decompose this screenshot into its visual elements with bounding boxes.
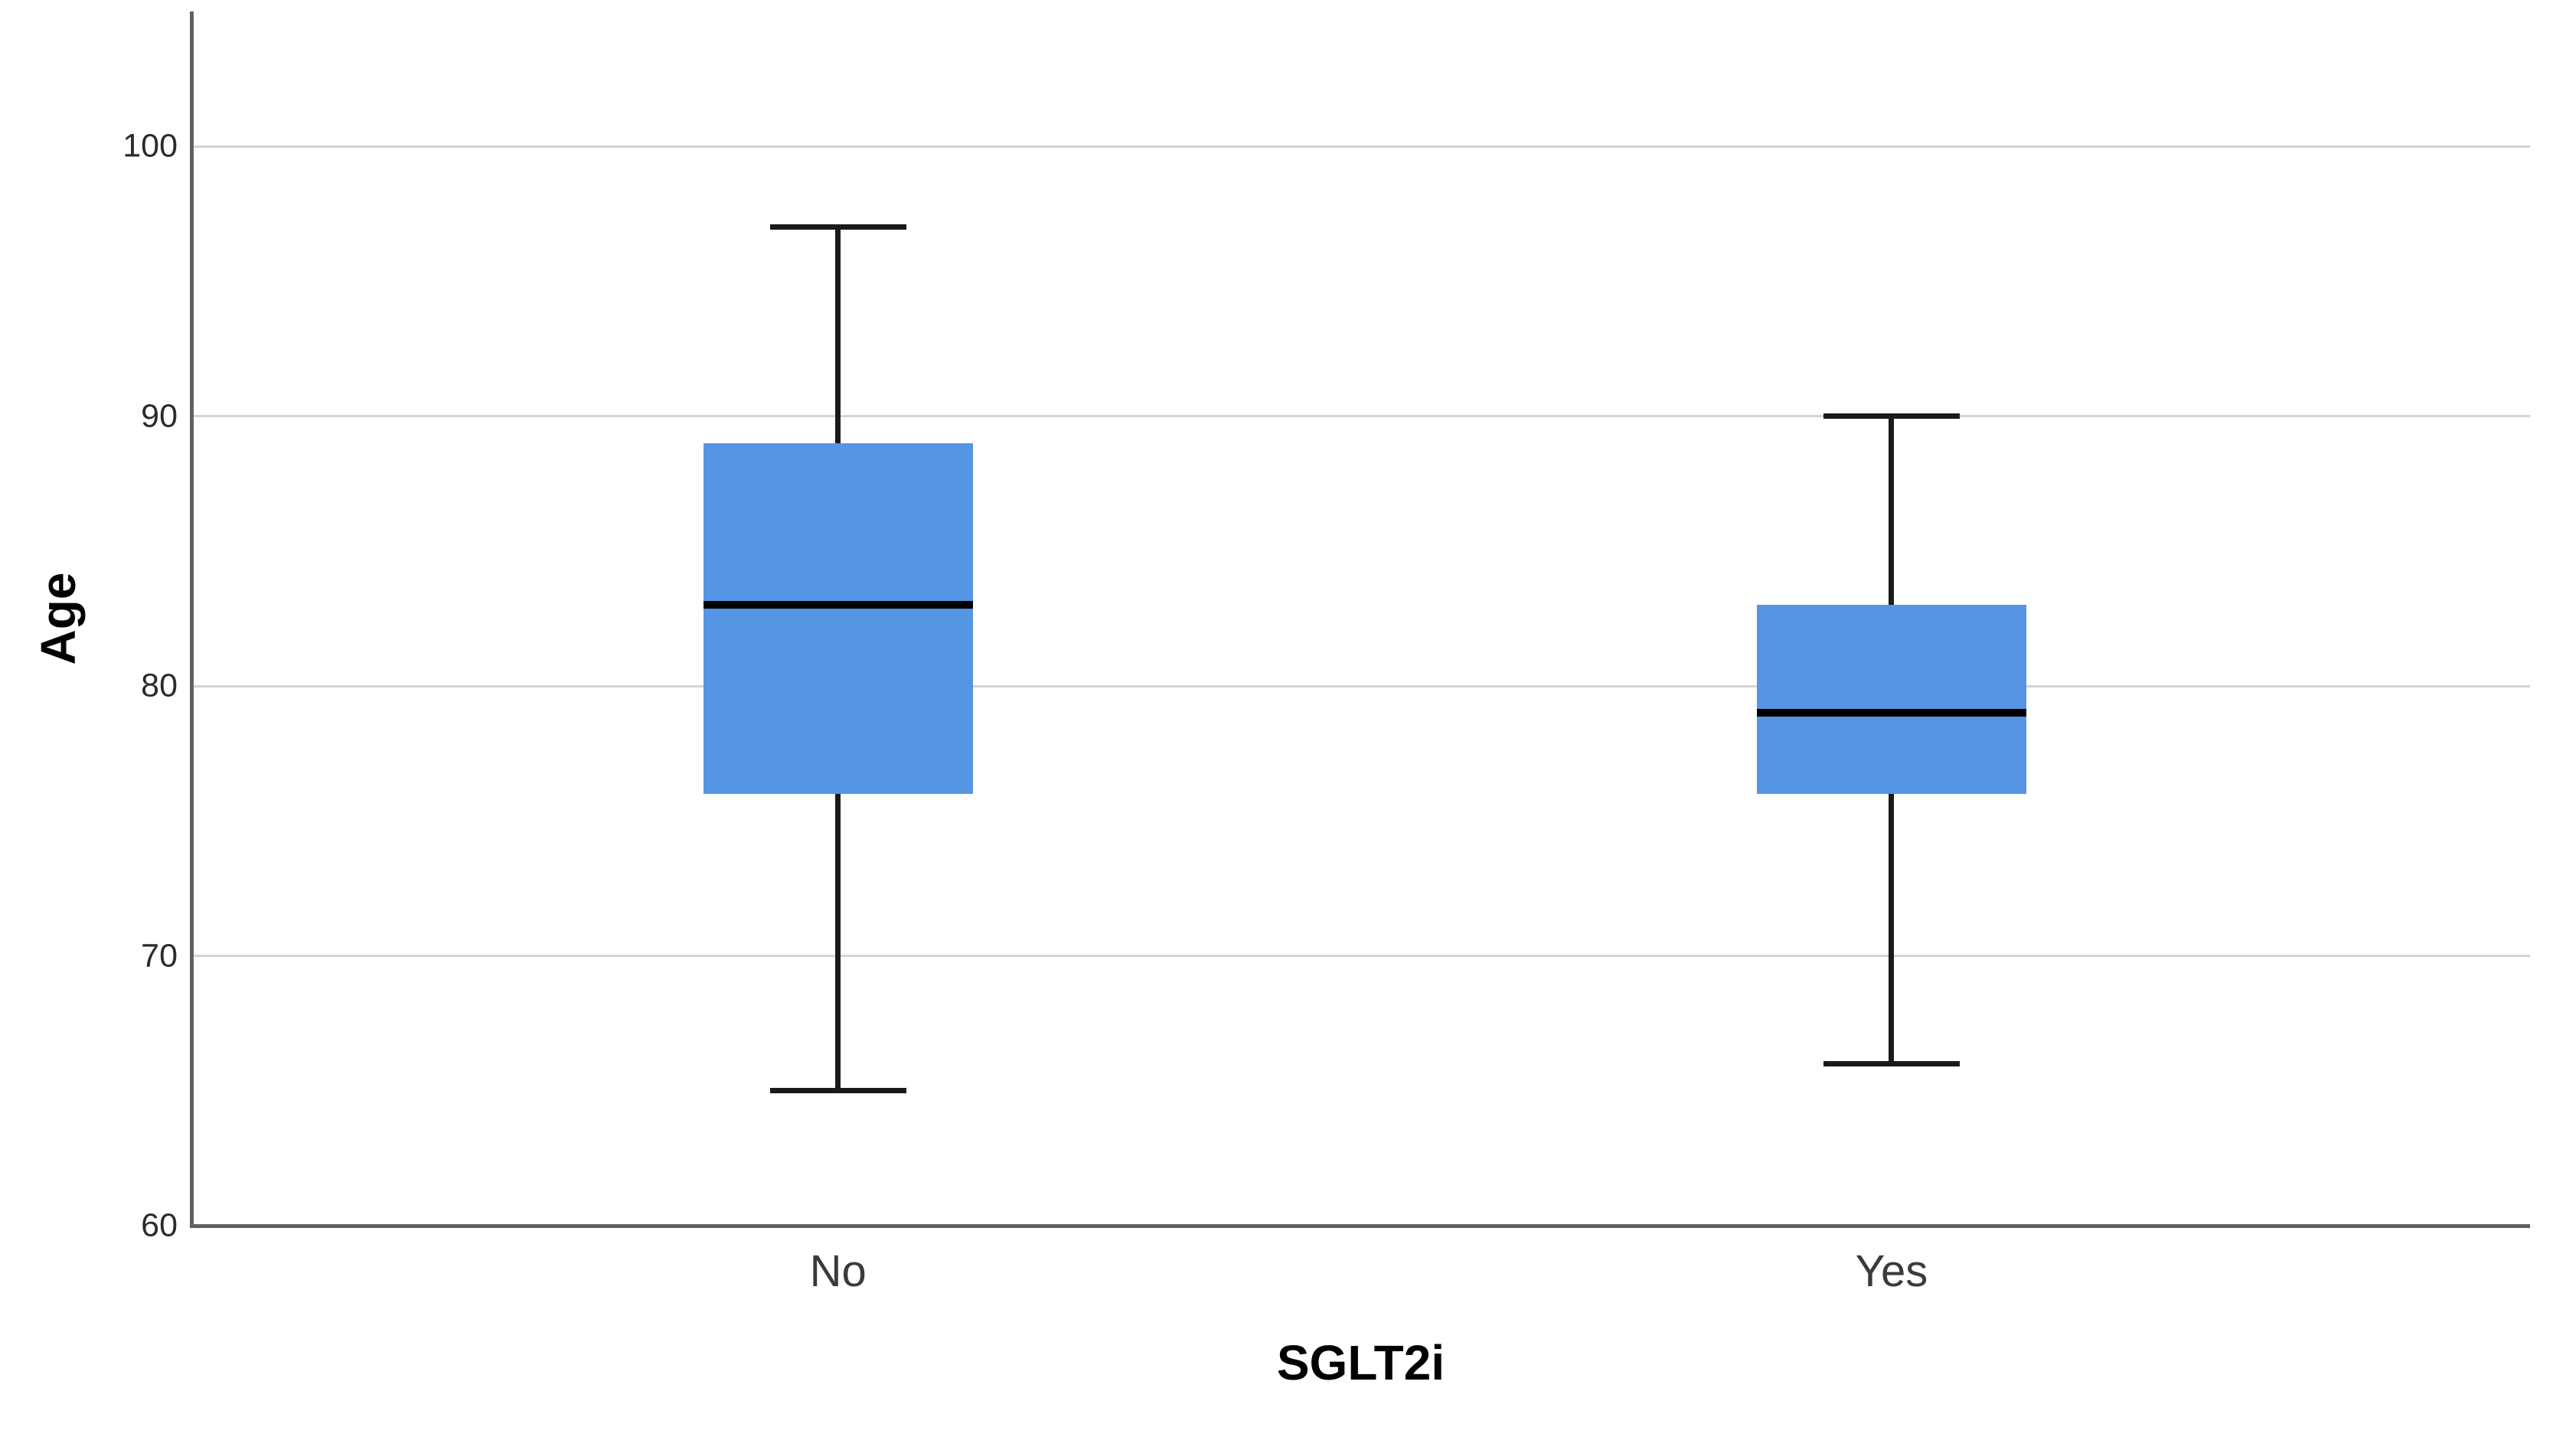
category-label-no: No (809, 1246, 867, 1296)
whisker-cap-bottom (769, 1088, 906, 1094)
y-tick-label-100: 100 (122, 127, 178, 165)
y-tick-label-60: 60 (141, 1207, 178, 1244)
gridline-100 (194, 145, 2530, 148)
box-rect (703, 443, 973, 795)
x-axis-line (190, 1224, 2530, 1228)
gridline-90 (194, 415, 2530, 418)
gridline-70 (194, 955, 2530, 958)
category-label-yes: Yes (1855, 1246, 1928, 1296)
median-line (703, 601, 973, 609)
whisker-cap-top (769, 224, 906, 230)
x-axis-title: SGLT2i (1276, 1335, 1445, 1390)
median-line (1756, 709, 2026, 717)
y-tick-label-70: 70 (141, 937, 178, 975)
y-axis-title: Age (31, 572, 86, 665)
box-rect (1756, 605, 2026, 795)
y-tick-label-80: 80 (141, 667, 178, 704)
whisker-cap-bottom (1823, 1061, 1960, 1067)
y-axis-line (190, 11, 194, 1228)
whisker-cap-top (1823, 413, 1960, 420)
y-tick-label-90: 90 (141, 397, 178, 435)
gridline-80 (194, 684, 2530, 687)
plot-area (190, 11, 2530, 1228)
